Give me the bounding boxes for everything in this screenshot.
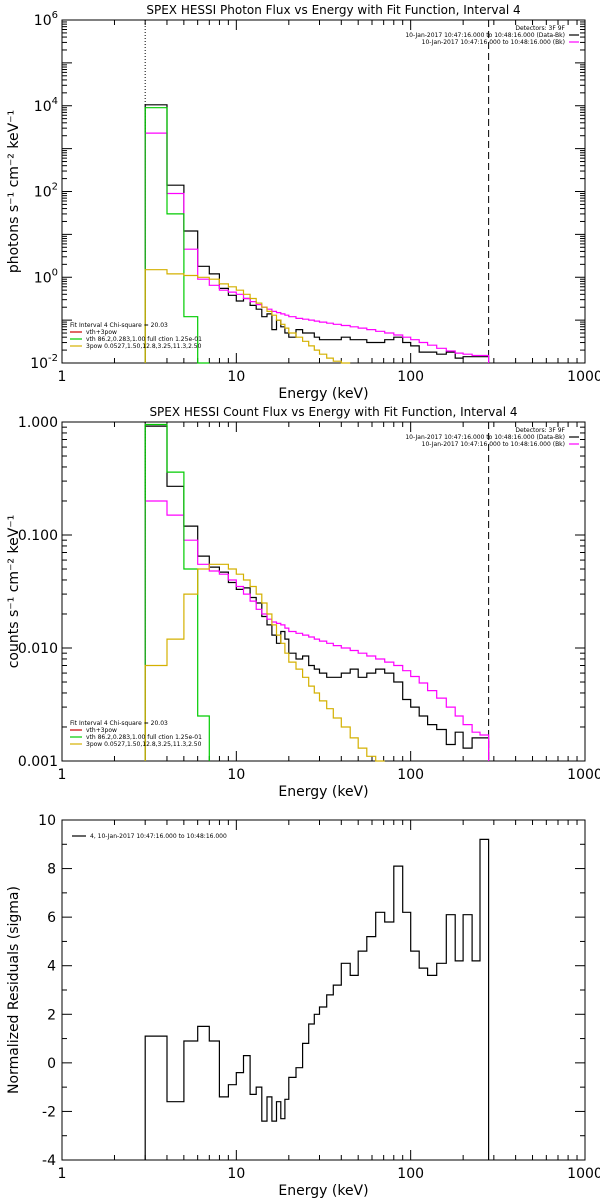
x-axis-label: Energy (keV)	[278, 1183, 368, 1199]
legend-entry: vth+3pow	[86, 329, 117, 336]
legend-entry: 4, 10-Jan-2017 10:47:16.000 to 10:48:16.…	[90, 833, 227, 840]
y-tick-label: 106	[34, 10, 58, 29]
series-line-1	[144, 425, 490, 761]
y-tick-label: 104	[34, 96, 58, 115]
series-line-2	[144, 132, 490, 363]
y-tick-label-exponent: -2	[48, 353, 58, 364]
y-tick-label: -4	[42, 1153, 56, 1169]
x-tick-label: 1	[58, 1166, 67, 1182]
y-tick-label-exponent: 0	[52, 267, 58, 278]
x-axis-label: Energy (keV)	[278, 784, 368, 800]
series-line-3	[144, 107, 210, 364]
x-tick-label: 1000	[567, 369, 600, 385]
y-tick-label-base: 10	[34, 99, 52, 115]
y-tick-label: 0.010	[18, 641, 58, 657]
y-tick-label-base: 0.100	[18, 528, 58, 544]
y-tick-label: 4	[47, 959, 56, 975]
legend-entry: 3pow 0.0527,1.50,12.8,3.25,11.3,2.50	[86, 343, 202, 350]
series-line-1	[144, 104, 490, 363]
legend-entry: vth 86.2,0.283,1.00 full ction 1.25e-01	[86, 336, 202, 343]
y-tick-label: 10-2	[30, 353, 58, 372]
chart-panel-3: 1 10 100 1000 -4 -2 0 2 4 6 8 10 Energy (keV) Normali…	[6, 813, 600, 1199]
series-line-4	[144, 563, 385, 762]
legend-title: Fit Interval 4 Chi-square = 20.03	[70, 720, 168, 727]
x-tick-label: 1000	[567, 767, 600, 783]
series-line-3	[144, 423, 210, 761]
x-tick-label: 1	[58, 369, 67, 385]
x-tick-label: 100	[397, 767, 424, 783]
y-tick-label-exponent: 4	[52, 96, 58, 107]
chart-title: SPEX HESSI Photon Flux vs Energy with Fi…	[146, 3, 520, 17]
y-tick-label-base: 0.010	[18, 641, 58, 657]
x-tick-label: 1	[58, 767, 67, 783]
series-line-1	[144, 838, 490, 1160]
legend-entry: 10-Jan-2017 10:47:16.000 to 10:48:16.000…	[422, 441, 565, 448]
y-tick-label-base: 10	[34, 270, 52, 286]
y-tick-label: 0	[47, 1056, 56, 1072]
x-tick-label: 10	[227, 1166, 245, 1182]
legend-entry: 10-Jan-2017 10:47:16.000 to 10:48:16.000…	[405, 32, 565, 39]
series-line-4	[144, 269, 351, 364]
legend-entry: 3pow 0.0527,1.50,12.8,3.25,11.3,2.50	[86, 741, 202, 748]
chart-panel-2: 1 10 100 1000 0.001 0.010 0.100 1.000 SPEX HESSI…	[6, 405, 600, 800]
y-tick-label-base: 0.001	[18, 754, 58, 770]
x-tick-label: 10	[227, 369, 245, 385]
x-tick-label: 100	[397, 1166, 424, 1182]
y-tick-label-base: 10	[30, 356, 48, 372]
legend-title: Fit Interval 4 Chi-square = 20.03	[70, 322, 168, 329]
legend-entry: vth+3pow	[86, 727, 117, 734]
legend-entry: 10-Jan-2017 10:47:16.000 to 10:48:16.000…	[422, 39, 565, 46]
y-tick-label-base: 10	[34, 13, 52, 29]
legend-entry: Detectors: 3F 9F	[515, 25, 565, 32]
y-axis-label: Normalized Residuals (sigma)	[6, 886, 22, 1094]
y-tick-label-base: 1.000	[18, 415, 58, 431]
x-tick-label: 10	[227, 767, 245, 783]
y-tick-label: 0.100	[18, 528, 58, 544]
y-tick-label-base: 10	[34, 185, 52, 201]
series-line-2	[144, 500, 490, 761]
y-tick-label: 8	[47, 862, 56, 878]
y-tick-label: 6	[47, 910, 56, 926]
y-tick-label: 102	[34, 182, 58, 201]
x-tick-label: 1000	[567, 1166, 600, 1182]
x-tick-label: 100	[397, 369, 424, 385]
y-tick-label: 10	[38, 813, 56, 829]
y-tick-label: 0.001	[18, 754, 58, 770]
legend-entry: 10-Jan-2017 10:47:16.000 to 10:48:16.000…	[405, 434, 565, 441]
y-tick-label: 1.000	[18, 415, 58, 431]
y-tick-label: 2	[47, 1007, 56, 1023]
y-tick-label-exponent: 2	[52, 182, 58, 193]
legend-entry: Detectors: 3F 9F	[515, 427, 565, 434]
y-tick-label: 100	[34, 267, 58, 286]
y-axis-label: counts s⁻¹ cm⁻² keV⁻¹	[6, 515, 22, 669]
y-tick-label: -2	[42, 1104, 56, 1120]
plot-frame	[61, 421, 586, 762]
legend-entry: vth 86.2,0.283,1.00 full ction 1.25e-01	[86, 734, 202, 741]
x-axis-label: Energy (keV)	[278, 386, 368, 402]
y-axis-label: photons s⁻¹ cm⁻² keV⁻¹	[6, 110, 22, 273]
chart-title: SPEX HESSI Count Flux vs Energy with Fit…	[149, 405, 517, 419]
y-tick-label-exponent: 6	[52, 10, 58, 21]
